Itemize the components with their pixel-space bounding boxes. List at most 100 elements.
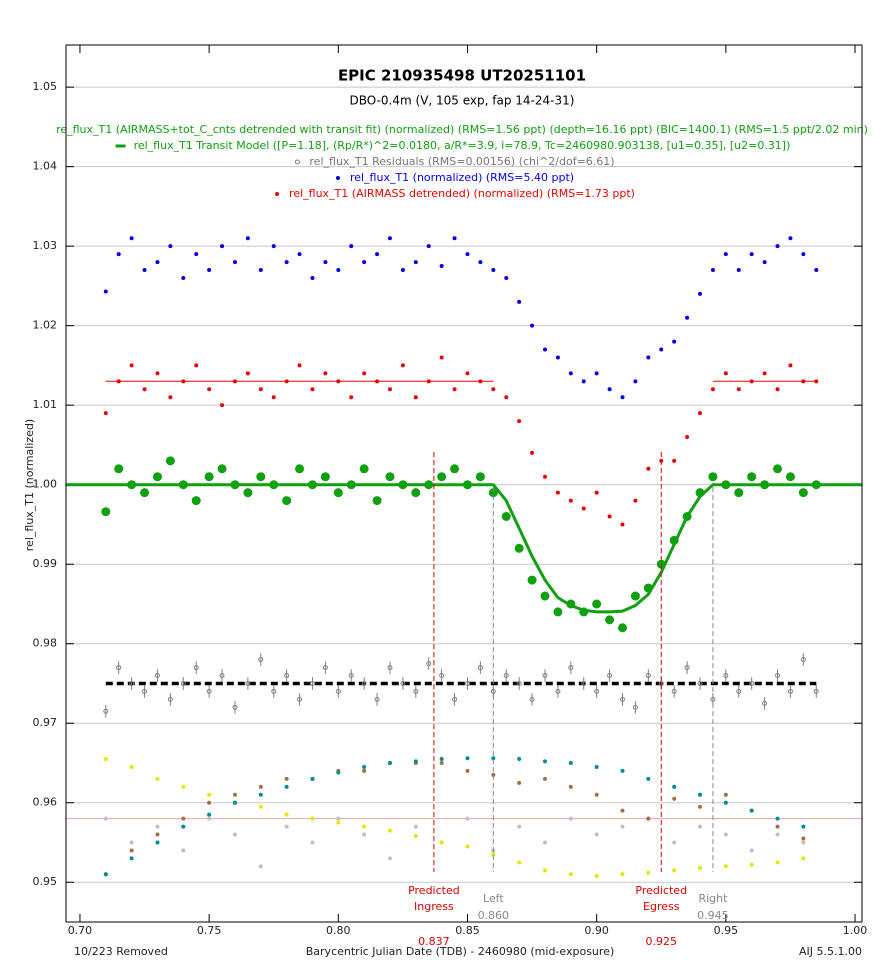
point [217,464,227,474]
point [362,768,367,773]
point [723,864,728,869]
point [165,456,175,466]
series [66,483,862,614]
point [749,862,754,867]
point [762,371,767,376]
point [646,776,651,781]
point [517,780,522,785]
point [323,371,328,376]
point [517,419,522,424]
footer-right: AIJ 5.5.1.00 [799,945,862,958]
point [645,673,651,679]
point [322,665,328,671]
point [243,488,253,498]
point [426,244,431,249]
series [103,757,806,878]
point [542,759,547,764]
legend-label: rel_flux_T1 Transit Model ([P=1.18], (Rp… [134,139,791,152]
point [452,387,457,392]
marker-label: Left [483,892,504,905]
point [723,832,728,837]
point [155,776,160,781]
point [206,688,212,694]
plot-frame [65,44,863,923]
point [698,792,703,797]
point [103,816,108,821]
point [387,828,392,833]
point [349,244,354,249]
point [527,575,537,585]
point [517,860,522,865]
point [336,379,341,384]
point [775,244,780,249]
point [362,260,367,265]
legend-label: rel_flux_T1 Residuals (RMS=0.00156) (chi… [309,155,614,168]
point [207,812,212,817]
point [594,371,599,376]
point [607,673,613,679]
point [620,808,625,813]
point [465,844,470,849]
point [620,768,625,773]
x-tick-label: 0.80 [326,924,351,937]
point [620,522,625,527]
series-line [66,483,862,614]
legend-symbol [335,176,340,180]
point [348,673,354,679]
point [375,252,380,257]
point [762,260,767,265]
point [620,696,626,702]
point [400,268,405,273]
point [594,832,599,837]
point [749,680,755,686]
point [232,260,237,265]
point [814,379,819,384]
point [542,474,547,479]
point [723,673,729,679]
point [362,764,367,769]
y-tick-label: 0.95 [33,875,58,888]
point [129,856,134,861]
point [207,792,212,797]
point [232,800,237,805]
point [491,852,496,857]
point [154,673,160,679]
point [491,387,496,392]
point [542,347,547,352]
point [775,673,781,679]
point [801,856,806,861]
point [568,784,573,789]
point [284,784,289,789]
point [439,757,444,762]
point [400,363,405,368]
point [437,472,447,482]
point [491,772,496,777]
point [503,673,509,679]
point [594,792,599,797]
point [594,490,599,495]
point [181,816,186,821]
y-tick-label: 1.05 [33,80,58,93]
point [736,268,741,273]
y-tick-label: 1.04 [33,160,58,173]
y-tick-label: 1.02 [33,319,58,332]
point [787,688,793,694]
point [478,379,483,384]
point [232,379,237,384]
point [181,379,186,384]
point [413,824,418,829]
point [245,236,250,241]
point [413,834,418,839]
point [723,371,728,376]
point [439,840,444,845]
point [801,824,806,829]
point [320,472,330,482]
point [155,832,160,837]
point [568,498,573,503]
x-tick-label: 1.00 [843,924,868,937]
point [555,355,560,360]
point [530,323,535,328]
point [219,673,225,679]
point [464,680,470,686]
